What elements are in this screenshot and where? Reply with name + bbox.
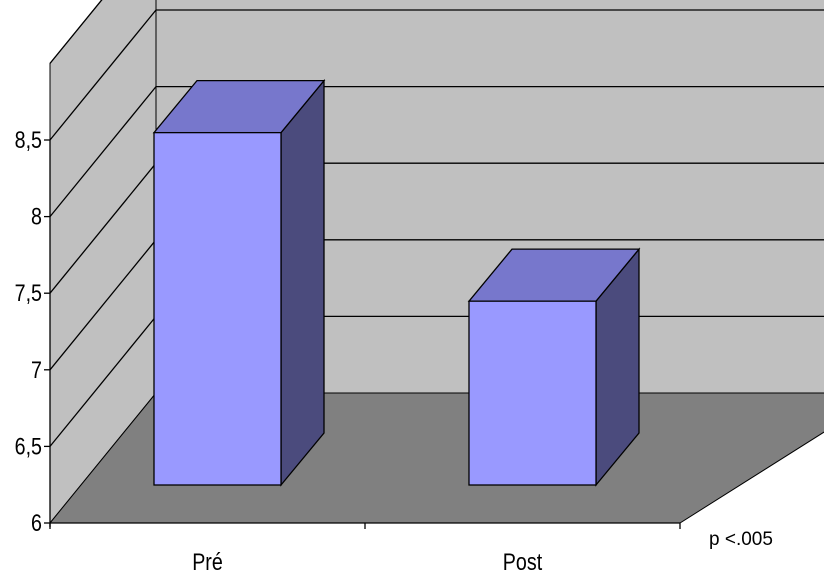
y-tick-label: 8 <box>31 203 42 230</box>
bars <box>152 78 641 487</box>
bar-side-face <box>280 78 325 487</box>
y-tick-label: 7,5 <box>15 279 42 306</box>
significance-annotation: p <.005 <box>709 529 773 550</box>
y-tick-label: 8,5 <box>15 126 42 153</box>
side-gridline <box>49 9 157 141</box>
axes <box>44 139 681 529</box>
x-category-label: Pré <box>192 548 223 575</box>
x-category-label: Post <box>503 548 542 575</box>
y-tick-label: 6 <box>31 509 42 536</box>
bar-front-face <box>468 300 597 486</box>
side-gridline <box>49 86 157 218</box>
y-tick-label: 6,5 <box>15 433 42 460</box>
bar-pre <box>152 78 326 487</box>
y-tick-label: 7 <box>31 356 42 383</box>
side-gridline <box>49 315 157 447</box>
side-gridline <box>49 0 103 64</box>
y-tick-labels: 6 6,5 7 7,5 8 8,5 <box>15 126 42 536</box>
bar-front-face <box>153 131 282 486</box>
side-gridline <box>49 239 157 371</box>
bar-post <box>467 247 641 487</box>
x-category-labels: Pré Post <box>192 548 542 575</box>
side-gridline <box>49 162 157 294</box>
